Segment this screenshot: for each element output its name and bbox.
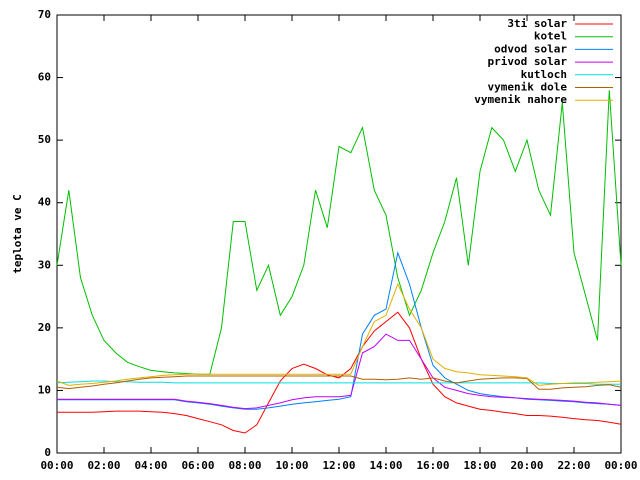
legend-label: vymenik nahore: [474, 93, 567, 106]
x-tick-label: 12:00: [322, 459, 355, 472]
x-tick-label: 14:00: [369, 459, 402, 472]
x-tick-label: 20:00: [510, 459, 543, 472]
series-line: [57, 311, 622, 434]
y-tick-label: 0: [44, 446, 51, 459]
series-line: [56, 380, 621, 385]
y-tick-label: 30: [38, 258, 51, 271]
x-tick-label: 06:00: [181, 459, 214, 472]
legend-label: odvod solar: [494, 42, 567, 55]
x-tick-label: 16:00: [416, 459, 449, 472]
y-tick-label: 20: [38, 321, 51, 334]
legend-label: kotel: [534, 30, 567, 43]
x-tick-label: 08:00: [228, 459, 261, 472]
y-tick-label: 60: [38, 71, 51, 84]
x-tick-label: 02:00: [87, 459, 120, 472]
x-tick-label: 00:00: [604, 459, 637, 472]
y-tick-label: 10: [38, 383, 51, 396]
legend-label: 3ti solar: [507, 17, 567, 30]
x-tick-label: 10:00: [275, 459, 308, 472]
series-line: [56, 282, 622, 386]
x-tick-label: 00:00: [40, 459, 73, 472]
series-line: [56, 90, 622, 375]
y-axis-label: teplota ve C: [11, 194, 24, 273]
y-tick-label: 70: [38, 8, 51, 21]
plot-border: [56, 14, 622, 454]
legend-label: privod solar: [488, 55, 568, 68]
legend-label: kutloch: [521, 68, 567, 81]
y-tick-label: 50: [38, 133, 51, 146]
series-line: [56, 375, 622, 390]
y-tick-label: 40: [38, 196, 51, 209]
x-tick-label: 04:00: [134, 459, 167, 472]
x-tick-label: 22:00: [557, 459, 590, 472]
x-tick-label: 18:00: [463, 459, 496, 472]
series-line: [57, 333, 622, 410]
legend-label: vymenik dole: [488, 81, 568, 94]
series-line: [57, 251, 622, 410]
